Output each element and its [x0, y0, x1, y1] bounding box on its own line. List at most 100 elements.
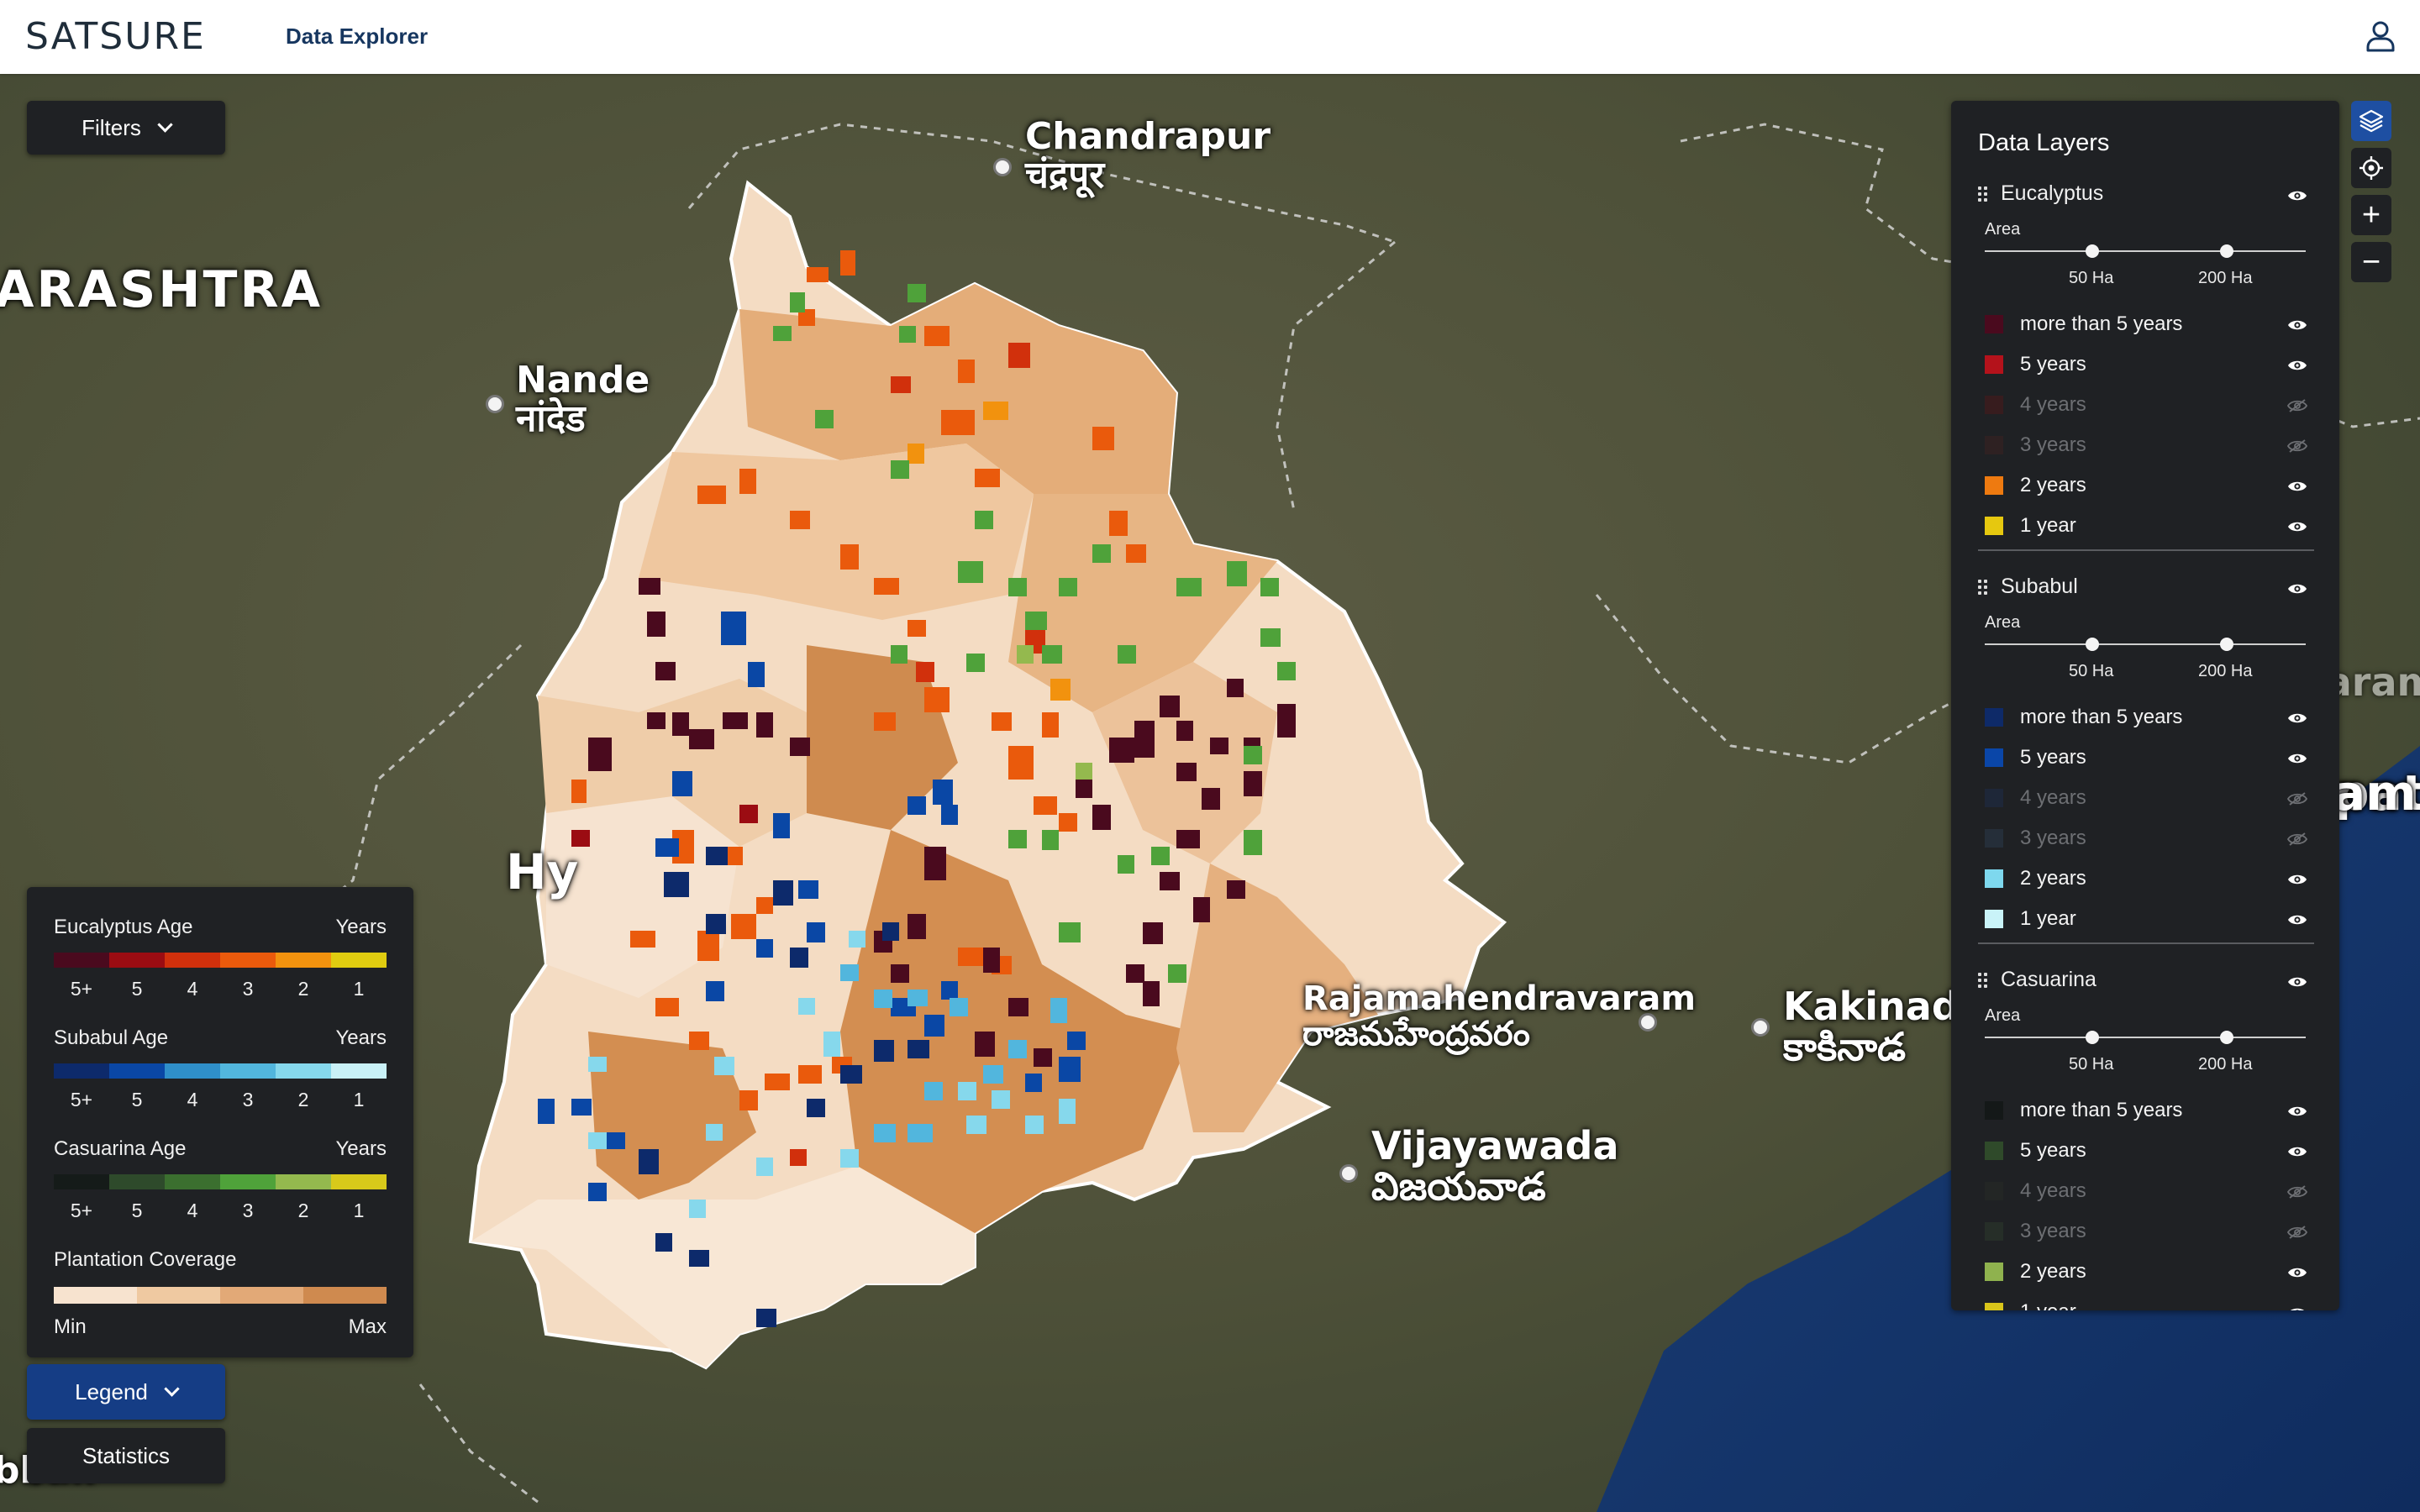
layer-item[interactable]: 2 years [1985, 1255, 2307, 1289]
eye-off-icon[interactable] [2287, 832, 2307, 847]
coverage-color-ramp [54, 1287, 387, 1304]
zoom-out-button[interactable]: − [2351, 242, 2391, 282]
place-label-chandrapur: Chandrapur चंद्रपूर [1025, 115, 1271, 197]
color-swatch [1985, 436, 2003, 454]
eye-icon[interactable] [2287, 581, 2307, 596]
app-title[interactable]: Data Explorer [286, 24, 429, 49]
legend-tick: 3 [242, 978, 254, 1000]
eye-off-icon[interactable] [2287, 1184, 2307, 1200]
layer-group-name: Eucalyptus [2001, 181, 2104, 205]
area-filter-label: Area [1985, 613, 2021, 632]
layer-item-label: 1 year [2020, 514, 2076, 537]
legend-tick: 1 [353, 978, 365, 1000]
area-range-slider[interactable] [1985, 643, 2306, 645]
layer-item-label: 1 year [2020, 1300, 2076, 1310]
layer-item-label: 2 years [2020, 867, 2086, 890]
place-label-hyderabad: Hy [506, 843, 579, 900]
filters-button[interactable]: Filters [27, 101, 225, 155]
layer-item[interactable]: 3 years [1985, 428, 2307, 462]
layer-item[interactable]: 3 years [1985, 1215, 2307, 1248]
statistics-button[interactable]: Statistics [27, 1428, 225, 1483]
slider-min-handle[interactable] [2086, 244, 2099, 258]
color-swatch [1985, 869, 2003, 888]
layer-item[interactable]: 2 years [1985, 469, 2307, 502]
eye-icon[interactable] [2287, 1305, 2307, 1310]
layer-group-header[interactable]: Casuarina [1978, 968, 2096, 992]
eye-icon[interactable] [2287, 711, 2307, 726]
legend-tick: 2 [297, 1089, 309, 1110]
eye-icon[interactable] [2287, 188, 2307, 203]
slider-min-handle[interactable] [2086, 638, 2099, 651]
eye-icon[interactable] [2287, 872, 2307, 887]
legend-toggle-button[interactable]: Legend [27, 1364, 225, 1420]
area-range-slider[interactable] [1985, 1037, 2306, 1038]
color-swatch [1985, 1222, 2003, 1241]
color-ramp-step [165, 1063, 220, 1079]
eye-icon[interactable] [2287, 519, 2307, 534]
layer-item[interactable]: 5 years [1985, 348, 2307, 381]
eye-icon[interactable] [2287, 912, 2307, 927]
color-swatch [1985, 910, 2003, 928]
layer-item[interactable]: 4 years [1985, 1174, 2307, 1208]
layer-item[interactable]: 4 years [1985, 781, 2307, 815]
color-ramp-step [331, 1174, 387, 1189]
legend-unit: Years [335, 916, 387, 938]
minus-icon: − [2361, 244, 2381, 280]
eye-off-icon[interactable] [2287, 438, 2307, 454]
eye-icon[interactable] [2287, 751, 2307, 766]
legend-button-label: Legend [75, 1378, 148, 1404]
eye-icon[interactable] [2287, 318, 2307, 333]
eye-icon[interactable] [2287, 1104, 2307, 1119]
layer-item[interactable]: more than 5 years [1985, 1094, 2307, 1127]
eye-off-icon[interactable] [2287, 1225, 2307, 1240]
plus-icon: + [2361, 197, 2381, 233]
legend-title: Casuarina Age [54, 1137, 187, 1160]
area-range-slider[interactable] [1985, 250, 2306, 252]
slider-min-handle[interactable] [2086, 1031, 2099, 1044]
layer-item-label: 3 years [2020, 827, 2086, 849]
layer-item[interactable]: 4 years [1985, 388, 2307, 422]
color-swatch [1985, 355, 2003, 374]
slider-max-handle[interactable] [2220, 638, 2233, 651]
eye-off-icon[interactable] [2287, 398, 2307, 413]
color-ramp-step [220, 1287, 303, 1304]
layer-group-header[interactable]: Eucalyptus [1978, 181, 2103, 206]
user-icon[interactable] [2363, 18, 2398, 54]
color-ramp-step [137, 1287, 220, 1304]
eye-icon[interactable] [2287, 1265, 2307, 1280]
satsure-logo[interactable]: SATSURE [25, 15, 206, 58]
slider-max-handle[interactable] [2220, 244, 2233, 258]
layer-item[interactable]: more than 5 years [1985, 307, 2307, 341]
layer-item[interactable]: 2 years [1985, 862, 2307, 895]
eye-icon[interactable] [2287, 479, 2307, 494]
layers-toggle-button[interactable] [2351, 101, 2391, 141]
color-ramp-step [165, 953, 220, 968]
drag-handle-icon[interactable] [1978, 186, 1987, 202]
slider-max-value: 200 Ha [2198, 662, 2253, 680]
layer-item-label: 5 years [2020, 353, 2086, 375]
layer-item-label: 4 years [2020, 393, 2086, 416]
layer-item[interactable]: more than 5 years [1985, 701, 2307, 734]
color-swatch [1985, 829, 2003, 848]
layer-item[interactable]: 3 years [1985, 822, 2307, 855]
app-header: SATSURE Data Explorer [0, 0, 2420, 74]
layer-item[interactable]: 1 year [1985, 1295, 2306, 1310]
slider-min-value: 50 Ha [2069, 662, 2114, 680]
eye-icon[interactable] [2287, 974, 2307, 990]
eye-off-icon[interactable] [2287, 791, 2307, 806]
layer-item[interactable]: 1 year [1985, 509, 2307, 543]
layer-item[interactable]: 5 years [1985, 1134, 2307, 1168]
layer-item[interactable]: 5 years [1985, 741, 2307, 774]
eye-icon[interactable] [2287, 358, 2307, 373]
layer-item[interactable]: 1 year [1985, 902, 2307, 936]
layer-group-header[interactable]: Subabul [1978, 575, 2078, 599]
locate-button[interactable] [2351, 148, 2391, 188]
drag-handle-icon[interactable] [1978, 972, 1987, 988]
area-filter-label: Area [1985, 1006, 2021, 1025]
eye-icon[interactable] [2287, 1144, 2307, 1159]
statistics-button-label: Statistics [82, 1442, 171, 1468]
zoom-in-button[interactable]: + [2351, 195, 2391, 235]
layer-item-label: more than 5 years [2020, 706, 2183, 728]
drag-handle-icon[interactable] [1978, 579, 1987, 595]
slider-max-handle[interactable] [2220, 1031, 2233, 1044]
